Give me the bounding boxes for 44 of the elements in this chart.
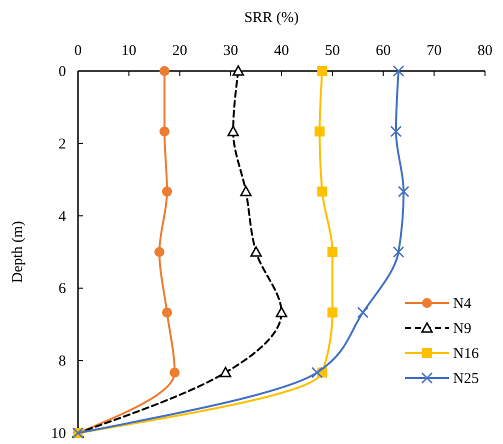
point [317,66,328,76]
point [227,126,239,136]
point [327,307,338,318]
point [390,126,402,138]
point [159,126,170,136]
point [392,65,404,77]
legend-label: N16 [453,346,480,362]
point [154,247,164,257]
y-axis-title: Depth (m) [10,220,26,284]
point [159,66,170,76]
point [327,247,338,257]
x-tick-label: 30 [223,43,238,59]
point [240,186,252,196]
point [220,366,232,378]
legend-label: N9 [453,321,472,337]
point [357,306,369,318]
x-axis-title: SRR (%) [244,10,299,26]
y-tick-label: 6 [58,281,66,298]
x-tick-label: 70 [426,43,442,59]
point [250,246,262,257]
y-tick-label: 4 [58,208,66,225]
y-tick-label: 0 [58,64,66,80]
point [398,186,410,198]
y-tick-label: 8 [58,354,66,370]
x-tick-label: 40 [274,43,289,59]
x-tick-label: 0 [74,43,82,59]
point [232,65,244,76]
y-tick-label: 2 [58,136,66,152]
point [276,306,288,318]
x-tick-label: 50 [324,43,340,59]
x-tick-label: 80 [478,43,492,59]
point [314,126,325,136]
y-tick-label: 10 [51,426,66,442]
point [162,186,172,197]
point [311,366,323,378]
point [162,307,172,318]
x-tick-label: 10 [121,43,136,59]
point [392,246,404,258]
x-tick-label: 60 [376,43,391,59]
legend-label: N4 [453,296,472,312]
point [170,368,180,378]
point [317,186,328,197]
x-tick-label: 20 [172,43,188,59]
legend-label: N25 [453,371,479,387]
